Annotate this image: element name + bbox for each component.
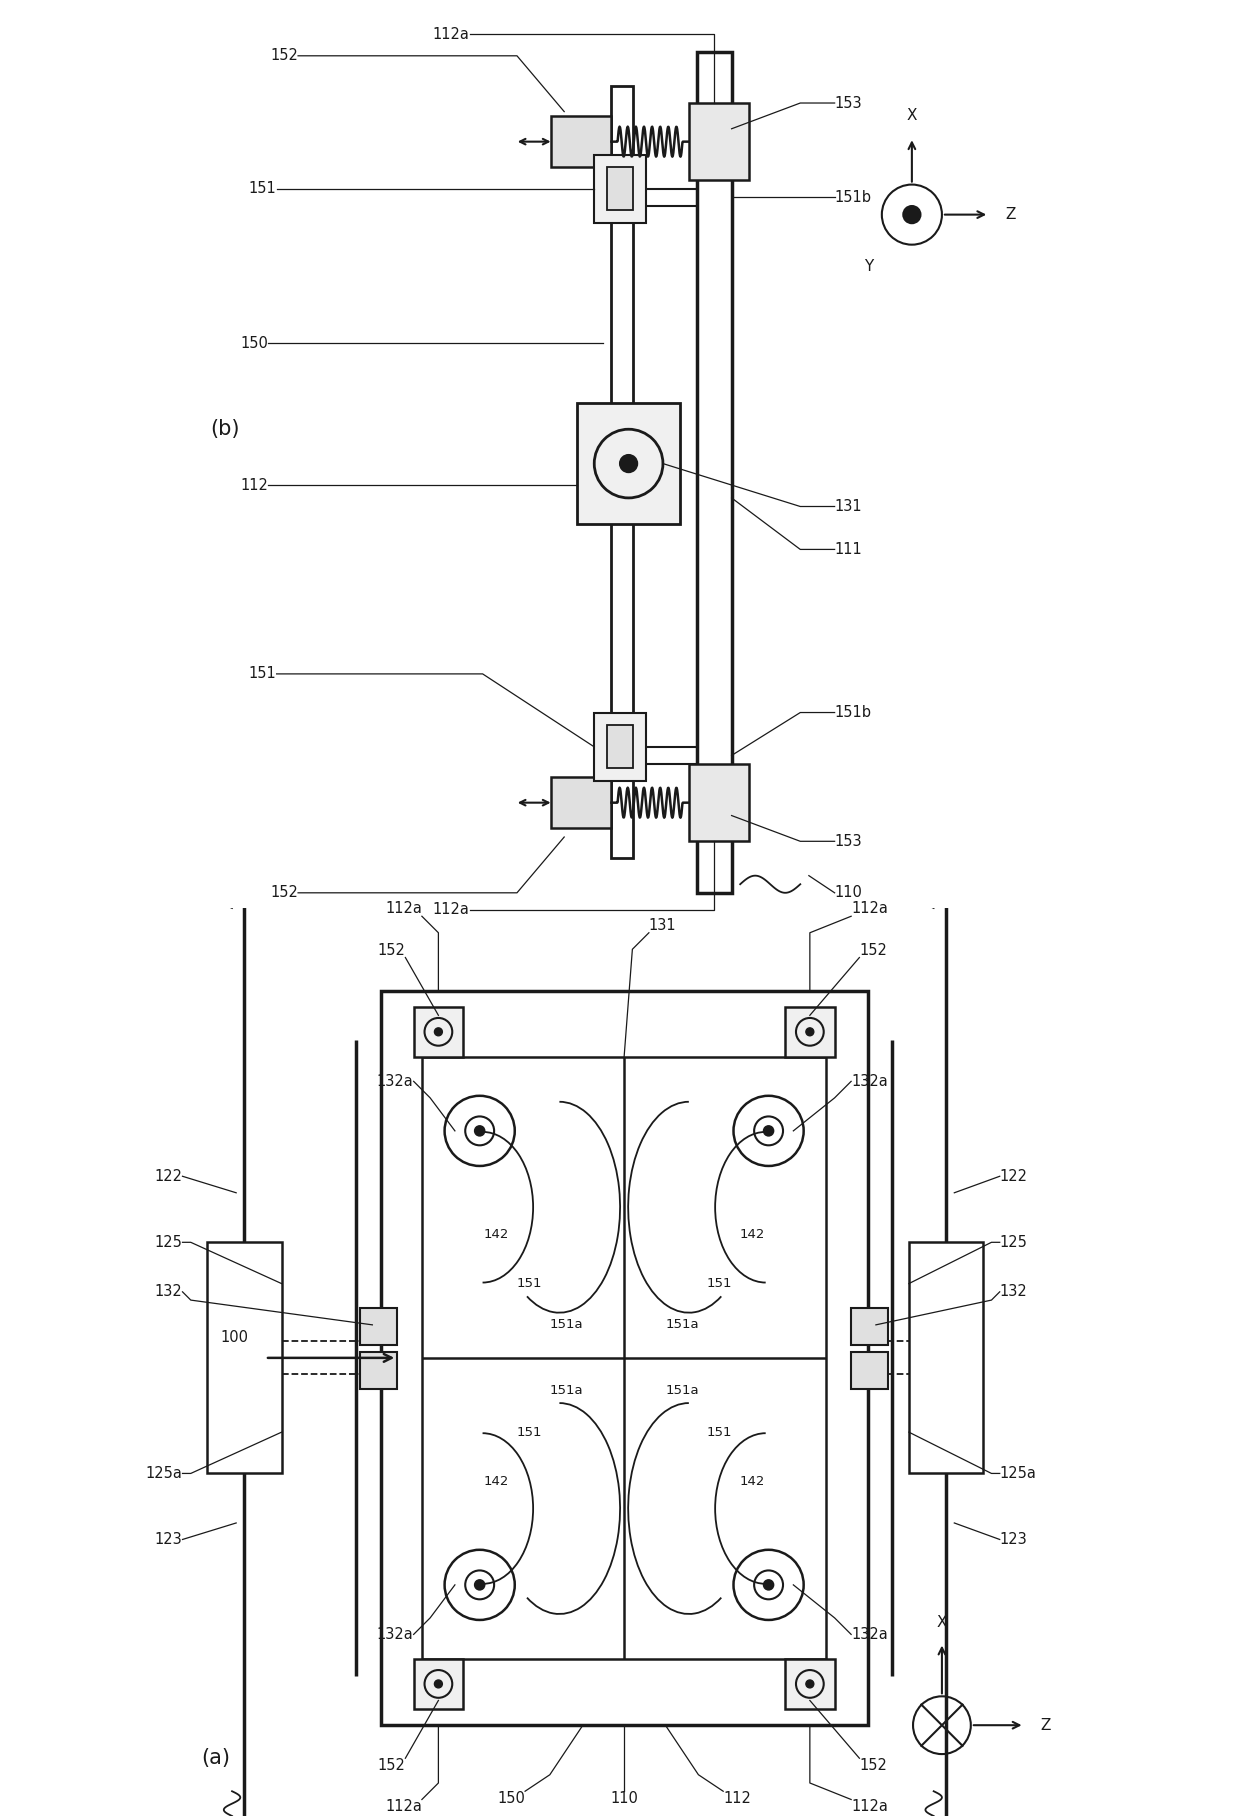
Text: Y: Y: [864, 258, 874, 274]
Text: 112a: 112a: [433, 903, 470, 917]
Text: 122: 122: [999, 1170, 1028, 1184]
Text: 150: 150: [497, 1791, 525, 1807]
Text: 132a: 132a: [377, 1627, 414, 1642]
Text: 150: 150: [241, 336, 268, 350]
Text: 100: 100: [221, 1329, 248, 1344]
Circle shape: [434, 1680, 443, 1687]
Circle shape: [806, 1680, 813, 1687]
Text: 112a: 112a: [384, 901, 422, 917]
Bar: [360, 1308, 397, 1346]
Text: 112a: 112a: [851, 901, 888, 917]
Text: 123: 123: [155, 1533, 182, 1547]
Bar: [785, 1660, 835, 1709]
Bar: [688, 104, 749, 180]
Text: 125: 125: [999, 1235, 1028, 1249]
Circle shape: [434, 1028, 443, 1035]
Text: 112a: 112a: [384, 1800, 422, 1814]
Bar: [207, 1242, 281, 1473]
Text: 152: 152: [859, 943, 888, 957]
Text: 132: 132: [999, 1284, 1028, 1298]
Text: 153: 153: [835, 834, 862, 848]
Text: 151: 151: [249, 182, 277, 196]
Text: 112: 112: [723, 1791, 751, 1807]
Bar: [851, 1351, 888, 1389]
Text: 151b: 151b: [835, 705, 872, 719]
Circle shape: [620, 456, 637, 472]
Text: 123: 123: [999, 1533, 1028, 1547]
Text: 142: 142: [739, 1228, 765, 1240]
Text: 151a: 151a: [549, 1384, 583, 1397]
Text: 110: 110: [835, 886, 863, 901]
Bar: [414, 1660, 464, 1709]
Text: 125: 125: [155, 1235, 182, 1249]
Text: 151: 151: [707, 1277, 732, 1289]
Text: 132a: 132a: [851, 1627, 888, 1642]
Text: 152: 152: [859, 1758, 888, 1772]
Circle shape: [764, 1580, 774, 1589]
Bar: [381, 990, 868, 1725]
Text: Z: Z: [1040, 1718, 1050, 1732]
Circle shape: [764, 1126, 774, 1135]
Bar: [785, 1008, 835, 1057]
Bar: [594, 712, 646, 781]
Text: 152: 152: [377, 1758, 405, 1772]
Bar: [552, 116, 611, 167]
Text: 112a: 112a: [433, 27, 470, 42]
Bar: [608, 167, 632, 211]
Circle shape: [806, 1028, 813, 1035]
Bar: [909, 1242, 983, 1473]
Bar: [697, 51, 732, 893]
Bar: [577, 403, 680, 523]
Text: 131: 131: [835, 499, 862, 514]
Bar: [608, 725, 632, 768]
Text: 132: 132: [155, 1284, 182, 1298]
Text: 151: 151: [516, 1426, 542, 1438]
Circle shape: [475, 1126, 485, 1135]
Text: 112: 112: [241, 478, 268, 492]
Text: 110: 110: [610, 1791, 639, 1807]
Text: 142: 142: [484, 1228, 508, 1240]
Circle shape: [475, 1580, 485, 1589]
Text: 151b: 151b: [835, 191, 872, 205]
Text: 131: 131: [649, 917, 677, 933]
Text: 151a: 151a: [665, 1318, 698, 1331]
Text: Z: Z: [1006, 207, 1016, 222]
Text: 112a: 112a: [851, 1800, 888, 1814]
Text: 153: 153: [835, 96, 862, 111]
Bar: [611, 85, 632, 859]
Text: 111: 111: [835, 541, 862, 558]
Text: 152: 152: [377, 943, 405, 957]
Text: 152: 152: [270, 886, 298, 901]
Text: X: X: [906, 109, 918, 123]
Bar: [360, 1351, 397, 1389]
Text: 125a: 125a: [999, 1466, 1037, 1480]
Text: X: X: [936, 1614, 947, 1629]
Text: 151: 151: [249, 666, 277, 681]
Bar: [688, 765, 749, 841]
Text: 132a: 132a: [377, 1073, 414, 1090]
Text: 151a: 151a: [549, 1318, 583, 1331]
Text: 125a: 125a: [145, 1466, 182, 1480]
Bar: [552, 777, 611, 828]
Text: 142: 142: [739, 1475, 765, 1487]
Text: (a): (a): [201, 1749, 231, 1769]
Bar: [422, 1057, 826, 1660]
Text: (b): (b): [211, 419, 239, 439]
Text: 122: 122: [155, 1170, 182, 1184]
Text: 152: 152: [270, 49, 298, 64]
Text: 151: 151: [707, 1426, 732, 1438]
Text: 142: 142: [484, 1475, 508, 1487]
Bar: [851, 1308, 888, 1346]
Text: 151a: 151a: [665, 1384, 698, 1397]
Text: 132a: 132a: [851, 1073, 888, 1090]
Circle shape: [903, 205, 920, 223]
Bar: [414, 1008, 464, 1057]
Text: 151: 151: [516, 1277, 542, 1289]
Bar: [594, 154, 646, 223]
